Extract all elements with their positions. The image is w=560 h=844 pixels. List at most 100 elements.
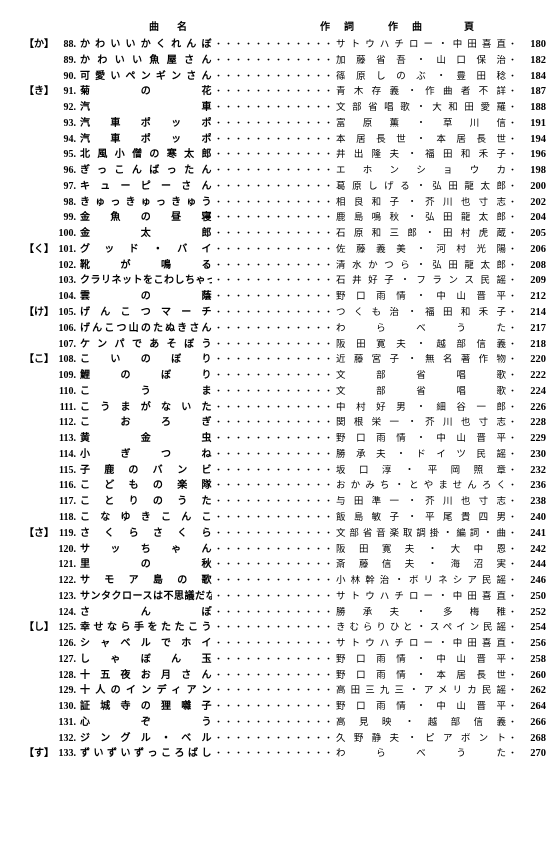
song-row: 94.汽車ポッポ・・・・・・・・・・・・本居長世・本居長世・・・・・194 <box>24 132 536 148</box>
leader-dots: ・・・・・ <box>506 416 520 429</box>
leader-dots: ・・・・・・・・・・・・ <box>212 369 336 382</box>
leader-dots: ・・・・・・・・・・・・ <box>212 558 336 571</box>
song-title: ジングル・ベル <box>80 732 212 747</box>
leader-dots: ・・・・・ <box>506 464 520 477</box>
leader-dots: ・・・・・・・・・・・・ <box>212 164 336 177</box>
song-credit: わらべうた <box>336 748 506 762</box>
song-row: 89.かわいい魚屋さん・・・・・・・・・・・・加藤省吾・山口保治・・・・・182 <box>24 53 536 69</box>
song-credit: エホンショウカ <box>336 165 506 179</box>
song-number: 113. <box>54 432 76 447</box>
song-credit: 斎藤信夫・海沼実 <box>336 559 506 573</box>
song-title: 汽車 <box>80 101 212 116</box>
kana-marker: 【か】 <box>24 38 54 53</box>
leader-dots: ・・・・・・・・・・・・ <box>212 527 336 540</box>
song-title: 金太郎 <box>80 227 212 242</box>
page-number: 202 <box>520 195 546 210</box>
kana-marker: 【さ】 <box>24 527 54 542</box>
leader-dots: ・・・・・・・・・・・・ <box>212 353 336 366</box>
song-credit: 阪田寛夫・大中恩 <box>336 544 506 558</box>
leader-dots: ・・・・・・・・・・・・ <box>212 243 336 256</box>
song-title: 証城寺の狸囃子 <box>80 700 212 715</box>
song-title: 小ぎつね <box>80 448 212 463</box>
song-credit: 加藤省吾・山口保治 <box>336 55 506 69</box>
song-title: キューピーさん <box>80 180 212 195</box>
leader-dots: ・・・・・ <box>506 637 520 650</box>
song-credit: 勝承夫・ドイツ民謡 <box>336 449 506 463</box>
song-number: 109. <box>54 369 76 384</box>
leader-dots: ・・・・・ <box>506 38 520 51</box>
leader-dots: ・・・・・・・・・・・・ <box>212 85 336 98</box>
song-number: 124. <box>54 606 76 621</box>
leader-dots: ・・・・・・・・・・・・ <box>212 543 336 556</box>
page-number: 209 <box>520 273 546 288</box>
leader-dots: ・・・・・・・・・・・・ <box>212 574 336 587</box>
leader-dots: ・・・・・ <box>506 479 520 492</box>
song-title: 里の秋 <box>80 558 212 573</box>
song-title: 心ぞう <box>80 716 212 731</box>
page-number: 194 <box>520 132 546 147</box>
song-row: 【く】101.グッド・バイ・・・・・・・・・・・・佐藤義美・河村光陽・・・・・2… <box>24 242 536 258</box>
song-row: 115.子鹿のバンビ・・・・・・・・・・・・坂口淳・平岡照章・・・・・232 <box>24 463 536 479</box>
song-row: 121.里の秋・・・・・・・・・・・・斎藤信夫・海沼実・・・・・244 <box>24 557 536 573</box>
page-number: 228 <box>520 415 546 430</box>
song-row: 109.鯉のぼり・・・・・・・・・・・・文部省唱歌・・・・・222 <box>24 368 536 384</box>
page-number: 238 <box>520 494 546 509</box>
song-number: 95. <box>54 148 76 163</box>
page-number: 264 <box>520 699 546 714</box>
song-row: 116.こどもの楽隊・・・・・・・・・・・・おかみち・とやませんろく・・・・・2… <box>24 478 536 494</box>
song-credit: サトウハチロー・中田喜直 <box>336 39 506 53</box>
song-credit: サトウハチロー・中田喜直 <box>336 638 506 652</box>
song-number: 104. <box>54 290 76 305</box>
leader-dots: ・・・・・ <box>506 274 520 287</box>
song-credit: 篠原しのぶ・豊田稔 <box>336 71 506 85</box>
song-row: 129.十人のインディアン・・・・・・・・・・・・高田三九三・アメリカ民謡・・・… <box>24 683 536 699</box>
song-title: ケンパであそぼう <box>80 338 212 353</box>
song-title: げんこつ山のたぬきさん <box>80 322 212 337</box>
leader-dots: ・・・・・ <box>506 716 520 729</box>
song-row: 123.サンタクロースは不思議だな・・・・・・・・・・・・サトウハチロー・中田喜… <box>24 589 536 605</box>
kana-marker: 【す】 <box>24 747 54 762</box>
leader-dots: ・・・・・・・・・・・・ <box>212 211 336 224</box>
song-number: 91. <box>54 85 76 100</box>
song-title: サンタクロースは不思議だな <box>80 590 212 605</box>
song-title: 十五夜お月さん <box>80 669 212 684</box>
song-title: グッド・バイ <box>80 243 212 258</box>
leader-dots: ・・・・・ <box>506 196 520 209</box>
leader-dots: ・・・・・ <box>506 180 520 193</box>
leader-dots: ・・・・・・・・・・・・ <box>212 101 336 114</box>
song-number: 123. <box>54 590 76 605</box>
song-row: 120.サッちゃん・・・・・・・・・・・・阪田寛夫・大中恩・・・・・242 <box>24 542 536 558</box>
song-title: きゅっきゅっきゅう <box>80 196 212 211</box>
table-header: 曲名 作詞 作曲 頁 <box>24 18 536 33</box>
leader-dots: ・・・・・ <box>506 448 520 461</box>
song-number: 132. <box>54 732 76 747</box>
leader-dots: ・・・・・・・・・・・・ <box>212 259 336 272</box>
song-credit: 野口雨情・中山晋平 <box>336 291 506 305</box>
page-number: 254 <box>520 620 546 635</box>
song-number: 99. <box>54 211 76 226</box>
song-title: 北風小僧の寒太郎 <box>80 148 212 163</box>
leader-dots: ・・・・・・・・・・・・ <box>212 590 336 603</box>
song-title: げんこつマーチ <box>80 306 212 321</box>
leader-dots: ・・・・・・・・・・・・ <box>212 180 336 193</box>
leader-dots: ・・・・・ <box>506 211 520 224</box>
song-credit: 鹿島鳴秋・弘田龍太郎 <box>336 212 506 226</box>
song-title: クラリネットをこわしちゃった <box>80 274 212 289</box>
leader-dots: ・・・・・ <box>506 732 520 745</box>
song-number: 90. <box>54 70 76 85</box>
page-number: 212 <box>520 289 546 304</box>
leader-dots: ・・・・・ <box>506 148 520 161</box>
song-row: 117.ことりのうた・・・・・・・・・・・・与田準一・芥川也寸志・・・・・238 <box>24 494 536 510</box>
page-number: 222 <box>520 368 546 383</box>
page-number: 241 <box>520 526 546 541</box>
song-row: 126.シャベルでホイ・・・・・・・・・・・・サトウハチロー・中田喜直・・・・・… <box>24 636 536 652</box>
page-number: 217 <box>520 321 546 336</box>
song-number: 122. <box>54 574 76 589</box>
song-number: 120. <box>54 543 76 558</box>
song-row: 104.雲の蔭・・・・・・・・・・・・野口雨情・中山晋平・・・・・212 <box>24 289 536 305</box>
leader-dots: ・・・・・・・・・・・・ <box>212 338 336 351</box>
leader-dots: ・・・・・ <box>506 527 520 540</box>
song-credit: 清水かつら・弘田龍太郎 <box>336 260 506 274</box>
leader-dots: ・・・・・・・・・・・・ <box>212 448 336 461</box>
song-title: 鯉のぼり <box>80 369 212 384</box>
